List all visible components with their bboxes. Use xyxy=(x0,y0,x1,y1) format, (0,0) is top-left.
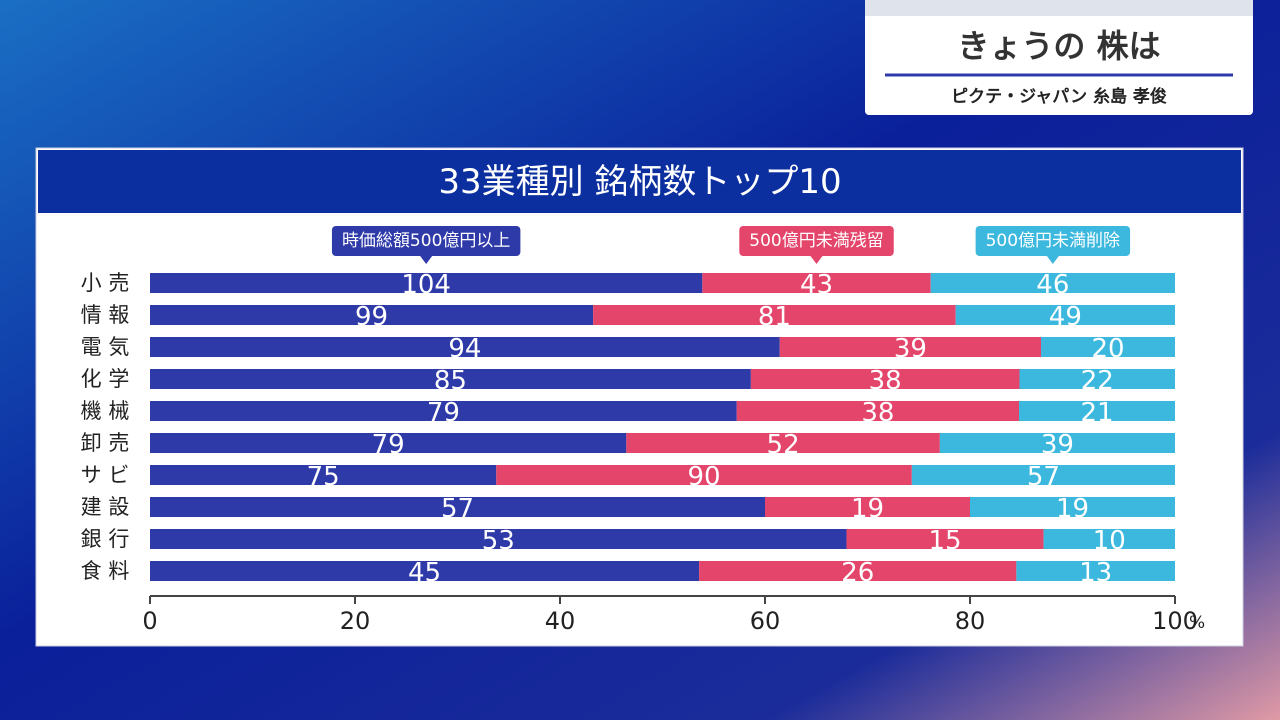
data-label: 90 xyxy=(688,462,721,492)
category-label: サ ビ xyxy=(81,463,130,487)
category-label: 小 売 xyxy=(81,271,130,295)
data-label: 19 xyxy=(851,494,884,524)
legend-box xyxy=(975,226,1131,256)
data-label: 52 xyxy=(767,430,800,460)
bar-segment xyxy=(150,273,703,293)
data-label: 21 xyxy=(1080,398,1113,428)
data-label: 43 xyxy=(800,270,833,300)
x-tick-label: 40 xyxy=(545,607,576,635)
bar-segment xyxy=(150,305,594,325)
data-label: 81 xyxy=(758,302,791,332)
caption-strip xyxy=(865,0,1253,16)
x-tick-label: 60 xyxy=(750,607,781,635)
x-tick-label: 100 xyxy=(1152,607,1198,635)
legend-label: 時価総額500億円以上 xyxy=(342,231,510,251)
bar-segment xyxy=(150,401,737,421)
data-label: 38 xyxy=(861,398,894,428)
caption-presenter: ピクテ・ジャパン 糸島 孝俊 xyxy=(951,86,1167,107)
legend-box xyxy=(739,226,894,256)
bar-segment xyxy=(955,305,1175,325)
x-tick-label: 20 xyxy=(340,607,371,635)
data-label: 10 xyxy=(1093,526,1126,556)
bar-segment xyxy=(1041,337,1175,357)
title-bar xyxy=(38,150,1241,213)
data-label: 104 xyxy=(401,270,451,300)
bar-segment xyxy=(1019,369,1175,389)
legend-box xyxy=(331,226,521,256)
x-unit: % xyxy=(1189,613,1205,633)
data-label: 46 xyxy=(1036,270,1069,300)
data-label: 39 xyxy=(894,334,927,364)
data-label: 99 xyxy=(355,302,388,332)
data-label: 26 xyxy=(841,558,874,588)
bar-segment xyxy=(150,529,847,549)
chart-title: 33業種別 銘柄数トップ10 xyxy=(438,162,841,202)
bar-segment xyxy=(1043,529,1175,549)
bar-segment xyxy=(1016,561,1175,581)
bar-segment xyxy=(930,273,1175,293)
bar-segment xyxy=(1019,401,1175,421)
bar-segment xyxy=(765,497,970,517)
x-tick-label: 80 xyxy=(955,607,986,635)
legend-label: 500億円未満残留 xyxy=(749,231,883,251)
plot: 0 20 40 60 80 100% 小 売 104 時価総額500億円以上 43 500億円未満残… xyxy=(81,226,1205,635)
data-label: 85 xyxy=(434,366,467,396)
category-label: 情 報 xyxy=(81,303,130,327)
data-label: 57 xyxy=(441,494,474,524)
category-label: 銀 行 xyxy=(81,527,130,551)
legend-pointer xyxy=(420,256,433,264)
legend-pointer xyxy=(810,256,823,264)
bar-segment xyxy=(150,337,780,357)
bar-segment xyxy=(150,561,700,581)
bar-segment xyxy=(699,561,1017,581)
bar-segment xyxy=(593,305,956,325)
bar-segment xyxy=(496,465,912,485)
data-label: 57 xyxy=(1027,462,1060,492)
bar-segment xyxy=(779,337,1042,357)
bar-segment xyxy=(939,433,1175,453)
bar-segment xyxy=(702,273,931,293)
data-label: 15 xyxy=(928,526,961,556)
bar-segment xyxy=(626,433,940,453)
caption-box xyxy=(865,0,1253,115)
bar-segment xyxy=(846,529,1044,549)
bar-segment xyxy=(970,497,1175,517)
legend-pointer xyxy=(1046,256,1059,264)
bar-segment xyxy=(150,497,765,517)
data-label: 38 xyxy=(869,366,902,396)
category-label: 機 械 xyxy=(81,399,130,423)
bar-segment xyxy=(150,465,497,485)
data-label: 94 xyxy=(448,334,481,364)
data-label: 79 xyxy=(372,430,405,460)
data-label: 20 xyxy=(1091,334,1124,364)
data-label: 45 xyxy=(408,558,441,588)
category-label: 電 気 xyxy=(81,335,130,359)
category-label: 建 設 xyxy=(81,495,130,519)
category-label: 卸 売 xyxy=(81,431,130,455)
bar-segment xyxy=(750,369,1020,389)
data-label: 13 xyxy=(1079,558,1112,588)
bar-segment xyxy=(911,465,1175,485)
data-label: 79 xyxy=(427,398,460,428)
data-label: 75 xyxy=(307,462,340,492)
bar-segment xyxy=(150,433,627,453)
category-label: 食 料 xyxy=(81,559,130,583)
bar-segment xyxy=(150,369,751,389)
bar-segment xyxy=(736,401,1020,421)
caption-title: きょうの 株は xyxy=(957,27,1160,65)
data-label: 19 xyxy=(1056,494,1089,524)
data-label: 53 xyxy=(482,526,515,556)
legend-label: 500億円未満削除 xyxy=(986,231,1120,251)
data-label: 49 xyxy=(1049,302,1082,332)
data-label: 39 xyxy=(1041,430,1074,460)
data-label: 22 xyxy=(1081,366,1114,396)
category-label: 化 学 xyxy=(81,367,130,391)
x-tick-label: 0 xyxy=(142,607,157,635)
